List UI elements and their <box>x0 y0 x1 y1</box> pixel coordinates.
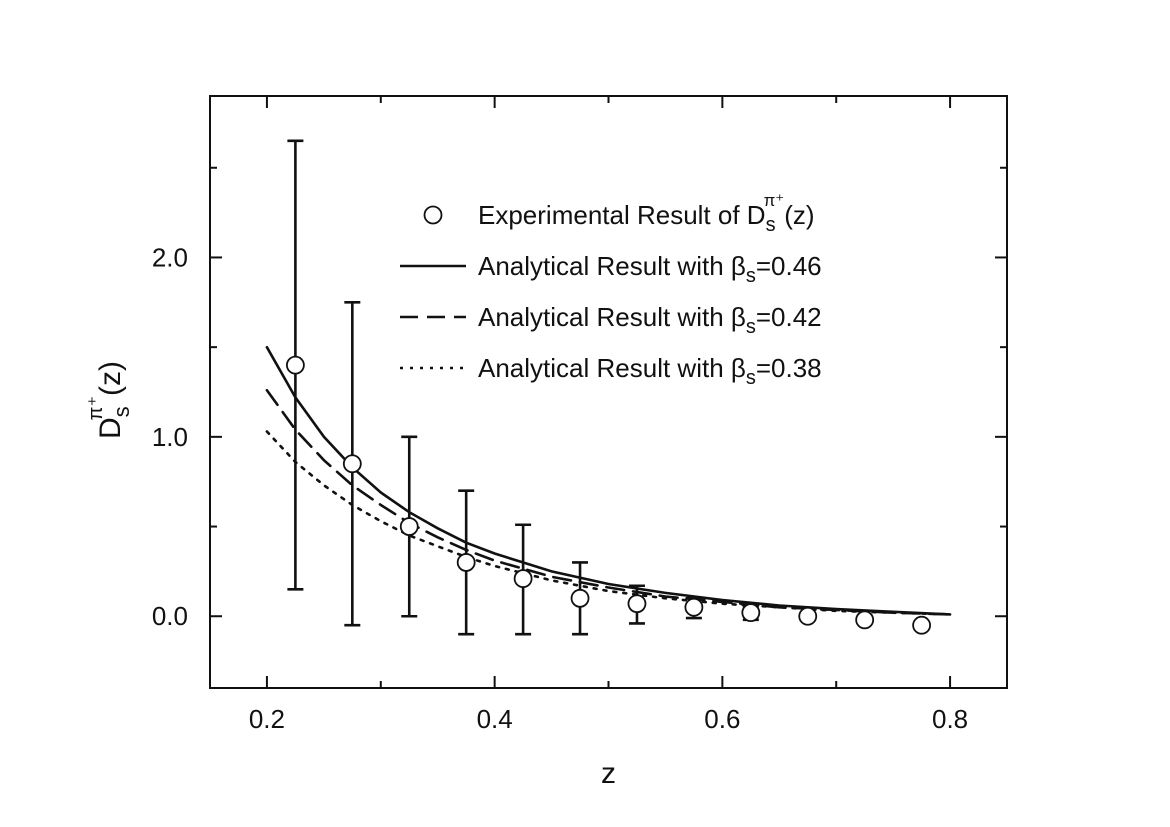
series-line-dotted <box>265 430 952 616</box>
series-line-dashed <box>265 388 952 616</box>
svg-text:Dsπ⁺(z): Dsπ⁺(z) <box>85 361 134 439</box>
legend-label: Analytical Result with βs=0.42 <box>478 302 822 338</box>
data-point <box>684 597 704 617</box>
analytical-curves <box>265 345 952 616</box>
legend-label: Analytical Result with βs=0.46 <box>478 251 822 287</box>
axis-ticks <box>210 96 1007 688</box>
y-axis-label-base: D <box>94 417 127 439</box>
data-point <box>912 615 932 635</box>
x-tick-label: 0.8 <box>932 704 968 734</box>
data-point <box>741 603 761 623</box>
data-point <box>798 606 818 626</box>
data-point <box>399 517 419 536</box>
legend-label: Experimental Result of Dsπ⁺(z) <box>478 191 815 236</box>
y-axis-label: Dsπ⁺(z) <box>85 361 134 439</box>
data-point <box>285 355 305 375</box>
tick-labels: 0.2 0.4 0.6 0.8 0.0 1.0 2.0 <box>152 242 968 734</box>
y-tick-label: 2.0 <box>152 242 188 272</box>
legend: Experimental Result of Dsπ⁺(z) Analytical… <box>400 191 822 389</box>
series-line-solid <box>265 345 952 616</box>
data-point <box>513 569 533 588</box>
y-axis-label-arg: (z) <box>94 361 127 396</box>
x-axis-label: z <box>601 757 616 790</box>
data-point <box>342 454 362 474</box>
legend-label: Analytical Result with βs=0.38 <box>478 353 822 389</box>
plot-frame <box>209 95 1008 689</box>
experimental-points <box>285 355 932 635</box>
data-point <box>627 594 647 614</box>
x-tick-label: 0.4 <box>477 704 513 734</box>
data-point <box>570 588 590 608</box>
y-tick-label: 0.0 <box>152 601 188 631</box>
y-tick-label: 1.0 <box>152 422 188 452</box>
data-point <box>855 610 875 630</box>
y-axis-label-sup: π⁺ <box>85 396 107 420</box>
data-point <box>456 553 476 572</box>
y-axis-label-sub: s <box>109 406 134 417</box>
x-tick-label: 0.6 <box>704 704 740 734</box>
x-tick-label: 0.2 <box>249 704 285 734</box>
legend-marker-circle <box>423 205 443 225</box>
